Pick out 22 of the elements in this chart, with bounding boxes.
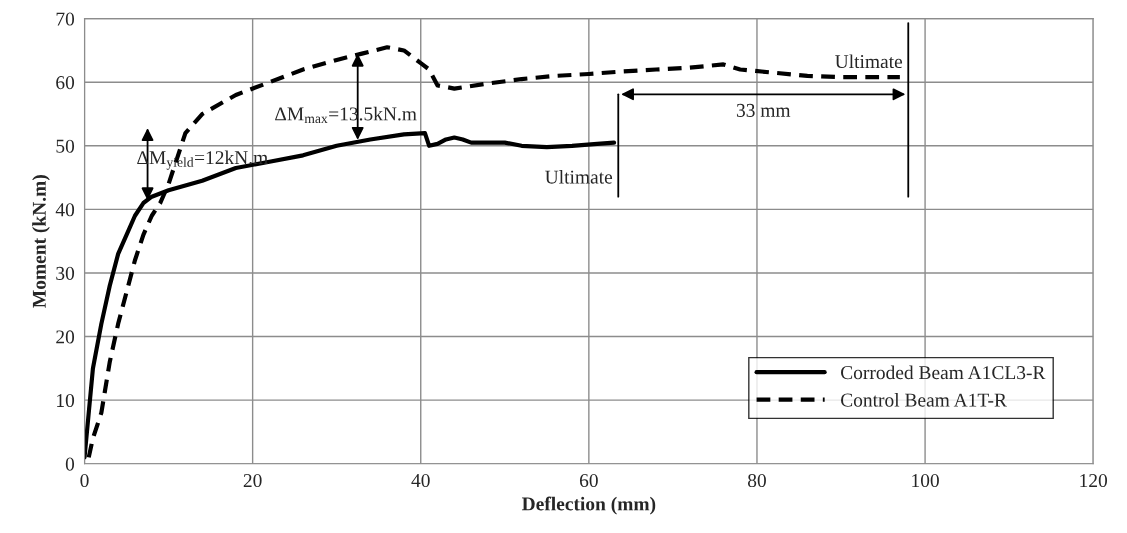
y-tick-label: 10 [57,393,75,408]
legend-label: Corroded Beam A1CL3-R [841,365,1046,380]
y-tick-label: 30 [56,266,75,280]
ref-line-label: Ultimate [835,54,903,69]
x-tick-label: 20 [243,473,262,488]
x-tick-label: 120 [1080,473,1108,488]
ref-line-label: Ultimate [545,169,613,184]
annotation: 33 mm [736,103,791,117]
legend-label: Control Beam A1T-R [841,392,1007,407]
y-axis-title: Moment (kN.m) [32,175,50,308]
y-tick-label: 0 [65,457,75,471]
x-axis-title: Deflection (mm) [521,496,656,515]
x-tick-label: 0 [80,473,89,488]
y-tick-label: 70 [56,12,75,26]
x-tick-label: 40 [411,473,430,488]
y-tick-label: 50 [56,139,75,153]
y-tick-label: 60 [56,76,75,90]
y-tick-label: 20 [56,330,75,344]
x-tick-label: 60 [579,473,598,488]
x-tick-label: 100 [912,473,939,488]
x-tick-label: 80 [747,473,766,488]
y-tick-label: 40 [55,203,75,217]
